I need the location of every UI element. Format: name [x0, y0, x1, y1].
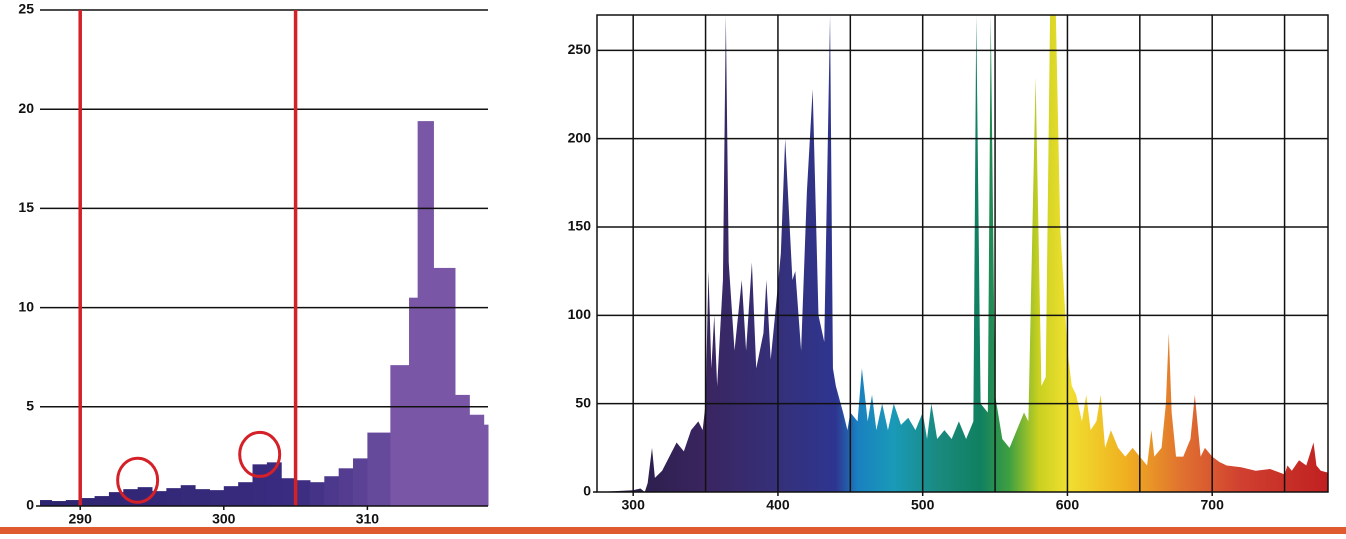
highlight-circle — [116, 456, 160, 504]
x-tick-label: 310 — [356, 511, 380, 527]
bottom-bar — [0, 527, 1346, 534]
bar — [469, 414, 485, 506]
bar — [65, 500, 81, 506]
bar — [152, 491, 167, 506]
bar — [180, 485, 196, 506]
x-tick-label: 290 — [69, 511, 93, 527]
x-tick-label: 300 — [622, 497, 646, 513]
bar — [433, 267, 456, 506]
y-tick-label: 150 — [568, 218, 592, 234]
y-tick-label: 250 — [568, 41, 592, 57]
bar — [353, 458, 368, 506]
bar — [324, 476, 340, 506]
spectrum-area — [597, 15, 1328, 492]
bar — [483, 424, 489, 506]
bar — [40, 500, 52, 506]
bar — [309, 482, 325, 506]
y-tick-label: 50 — [575, 394, 591, 410]
bar — [409, 297, 419, 506]
x-tick-label: 300 — [212, 511, 236, 527]
x-tick-label: 400 — [766, 497, 790, 513]
chart — [597, 15, 1328, 492]
chart — [40, 121, 489, 506]
bar — [390, 365, 410, 506]
bar — [209, 490, 225, 506]
y-tick-label: 200 — [568, 129, 592, 145]
bar — [51, 501, 67, 506]
y-tick-label: 10 — [18, 298, 34, 314]
bar — [295, 480, 311, 506]
x-tick-label: 700 — [1201, 497, 1225, 513]
y-tick-label: 0 — [26, 497, 34, 513]
bar — [108, 492, 124, 506]
bar — [252, 464, 268, 506]
y-tick-label: 20 — [18, 100, 34, 116]
bar — [454, 394, 470, 506]
bar — [166, 488, 182, 506]
y-tick-label: 100 — [568, 306, 592, 322]
highlight-circle — [238, 430, 282, 478]
bar — [417, 121, 434, 506]
bar — [238, 482, 254, 506]
plot-frame — [596, 14, 1329, 493]
bar — [223, 486, 239, 506]
y-tick-label: 15 — [18, 199, 34, 215]
bar — [94, 496, 110, 506]
bar — [367, 432, 391, 506]
y-tick-label: 25 — [18, 1, 34, 17]
bar — [80, 498, 96, 506]
y-tick-label: 5 — [26, 398, 34, 414]
x-tick-label: 600 — [1056, 497, 1080, 513]
y-tick-label: 0 — [583, 483, 591, 499]
bar — [338, 468, 354, 506]
bar — [281, 478, 297, 506]
x-tick-label: 500 — [911, 497, 935, 513]
bar — [195, 489, 210, 506]
